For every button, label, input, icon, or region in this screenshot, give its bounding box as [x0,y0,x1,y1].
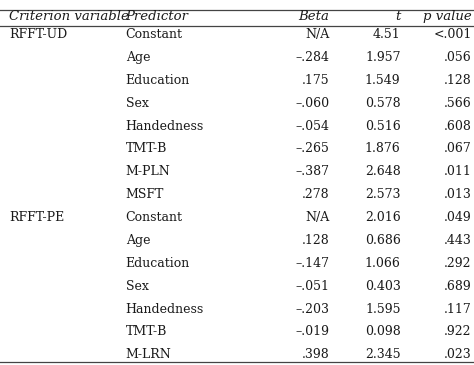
Text: .117: .117 [444,303,472,316]
Text: Criterion variable: Criterion variable [9,10,129,23]
Text: Handedness: Handedness [126,120,204,132]
Text: M-LRN: M-LRN [126,348,172,361]
Text: –.054: –.054 [295,120,329,132]
Text: 2.573: 2.573 [365,188,401,201]
Text: Sex: Sex [126,97,148,110]
Text: MSFT: MSFT [126,188,164,201]
Text: Age: Age [126,51,150,64]
Text: Sex: Sex [126,280,148,293]
Text: –.265: –.265 [296,142,329,155]
Text: 0.516: 0.516 [365,120,401,132]
Text: Age: Age [126,234,150,247]
Text: 4.51: 4.51 [373,28,401,41]
Text: .608: .608 [444,120,472,132]
Text: 2.016: 2.016 [365,211,401,224]
Text: –.203: –.203 [295,303,329,316]
Text: Education: Education [126,74,190,87]
Text: 0.098: 0.098 [365,326,401,338]
Text: .013: .013 [444,188,472,201]
Text: –.060: –.060 [295,97,329,110]
Text: <.001: <.001 [433,28,472,41]
Text: .056: .056 [444,51,472,64]
Text: 1.595: 1.595 [365,303,401,316]
Text: RFFT-PE: RFFT-PE [9,211,65,224]
Text: .067: .067 [444,142,472,155]
Text: .278: .278 [302,188,329,201]
Text: 1.549: 1.549 [365,74,401,87]
Text: .398: .398 [301,348,329,361]
Text: –.387: –.387 [295,165,329,178]
Text: 1.876: 1.876 [365,142,401,155]
Text: .128: .128 [444,74,472,87]
Text: M-PLN: M-PLN [126,165,170,178]
Text: .175: .175 [302,74,329,87]
Text: 0.403: 0.403 [365,280,401,293]
Text: 0.686: 0.686 [365,234,401,247]
Text: 1.957: 1.957 [365,51,401,64]
Text: 0.578: 0.578 [365,97,401,110]
Text: .023: .023 [444,348,472,361]
Text: RFFT-UD: RFFT-UD [9,28,68,41]
Text: .689: .689 [444,280,472,293]
Text: N/A: N/A [305,28,329,41]
Text: p value: p value [423,10,472,23]
Text: 2.648: 2.648 [365,165,401,178]
Text: TMT-B: TMT-B [126,326,167,338]
Text: Education: Education [126,257,190,270]
Text: Predictor: Predictor [126,10,189,23]
Text: N/A: N/A [305,211,329,224]
Text: Constant: Constant [126,211,182,224]
Text: .011: .011 [444,165,472,178]
Text: 2.345: 2.345 [365,348,401,361]
Text: TMT-B: TMT-B [126,142,167,155]
Text: .292: .292 [444,257,472,270]
Text: Constant: Constant [126,28,182,41]
Text: .443: .443 [444,234,472,247]
Text: .922: .922 [444,326,472,338]
Text: .128: .128 [301,234,329,247]
Text: –.051: –.051 [295,280,329,293]
Text: –.019: –.019 [295,326,329,338]
Text: .566: .566 [444,97,472,110]
Text: Beta: Beta [299,10,329,23]
Text: 1.066: 1.066 [365,257,401,270]
Text: Handedness: Handedness [126,303,204,316]
Text: t: t [395,10,401,23]
Text: –.284: –.284 [295,51,329,64]
Text: –.147: –.147 [295,257,329,270]
Text: .049: .049 [444,211,472,224]
